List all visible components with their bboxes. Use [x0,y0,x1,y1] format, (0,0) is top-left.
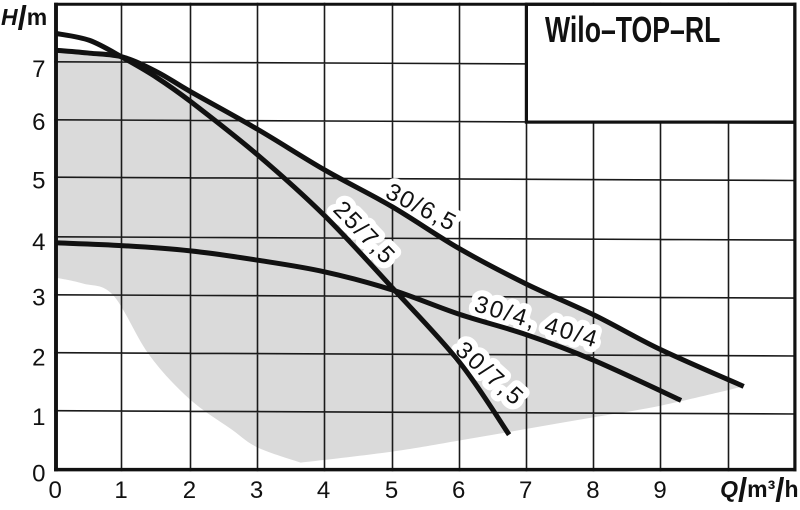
svg-text:4: 4 [317,477,330,504]
svg-text:H/m: H/m [1,0,47,36]
svg-text:Wilo–TOP–RL: Wilo–TOP–RL [545,9,720,50]
svg-text:1: 1 [32,404,45,431]
svg-text:1: 1 [114,477,127,504]
svg-text:Q/m³/h: Q/m³/h [720,471,798,505]
svg-text:6: 6 [452,477,465,504]
svg-text:0: 0 [49,477,62,504]
svg-text:6: 6 [32,109,45,136]
svg-text:2: 2 [32,344,45,371]
svg-text:8: 8 [586,477,599,504]
svg-text:5: 5 [32,168,45,195]
svg-text:3: 3 [32,284,45,311]
svg-text:0: 0 [32,461,45,488]
svg-text:7: 7 [519,477,532,504]
svg-text:3: 3 [250,477,263,504]
svg-text:4: 4 [32,229,45,256]
svg-text:9: 9 [653,477,666,504]
svg-text:7: 7 [32,56,45,83]
svg-text:5: 5 [385,477,398,504]
svg-text:2: 2 [183,477,196,504]
